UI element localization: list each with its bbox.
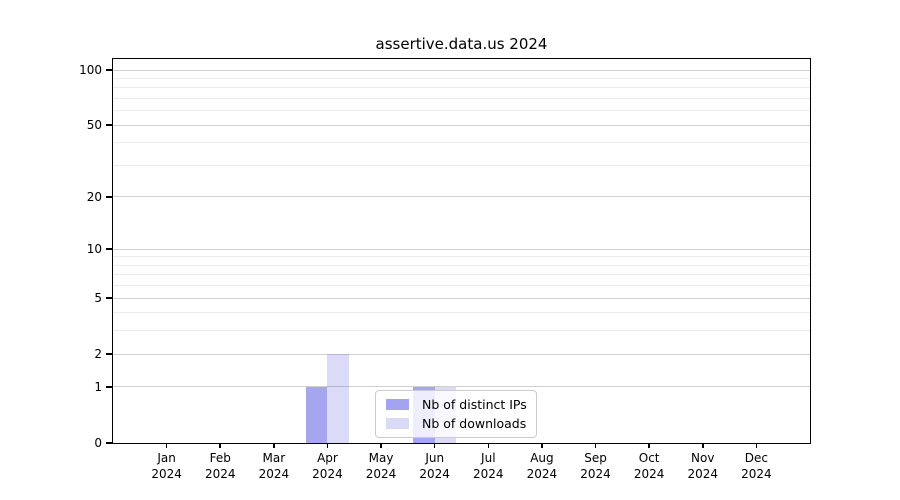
plot-area: Nb of distinct IPs Nb of downloads (111, 57, 811, 444)
y-gridline-minor (113, 312, 810, 314)
x-tick-year: 2024 (312, 467, 343, 481)
x-tick-label: Aug 2024 (514, 450, 570, 482)
y-tick (105, 69, 112, 71)
y-tick (105, 248, 112, 250)
x-tick-year: 2024 (580, 467, 611, 481)
x-tick (380, 443, 382, 448)
x-tick-year: 2024 (526, 467, 558, 481)
y-tick-label: 100 (79, 63, 102, 77)
x-tick-label: Jun 2024 (407, 450, 463, 482)
x-tick-label: Mar 2024 (246, 450, 302, 482)
y-tick-label: 20 (86, 189, 102, 204)
x-tick-year: 2024 (473, 467, 504, 481)
legend-swatch (386, 418, 409, 429)
y-tick-label: 0 (94, 436, 102, 450)
bar-nb-of-downloads-apr (327, 354, 350, 443)
bar-nb-of-distinct-ips-apr (305, 386, 328, 443)
y-gridline-minor (113, 330, 810, 332)
legend-swatch (386, 399, 409, 410)
y-gridline-minor (113, 77, 810, 79)
y-gridline-minor (113, 274, 810, 276)
x-tick-label: May 2024 (353, 450, 409, 482)
x-tick-label: Oct 2024 (621, 450, 677, 482)
y-gridline-minor (113, 110, 810, 112)
x-tick-label: Nov 2024 (675, 450, 731, 482)
legend: Nb of distinct IPs Nb of downloads (375, 390, 537, 438)
legend-item: Nb of distinct IPs (386, 397, 527, 412)
x-tick (433, 443, 436, 448)
x-tick-month: Jul (481, 451, 496, 465)
legend-item: Nb of downloads (386, 416, 527, 431)
x-tick-month: Mar (262, 451, 286, 465)
y-gridline-minor (113, 164, 810, 166)
y-gridline-minor (113, 87, 810, 89)
x-tick-label: Jul 2024 (460, 450, 516, 482)
x-tick (326, 443, 329, 448)
x-tick-month: Nov (691, 451, 715, 465)
x-tick (273, 443, 275, 448)
x-tick-year: 2024 (151, 467, 182, 481)
x-tick-label: Dec 2024 (728, 450, 784, 482)
y-gridline-major (113, 386, 810, 388)
y-tick (105, 386, 112, 388)
x-tick-month: Jan (157, 451, 176, 465)
x-tick-year: 2024 (258, 467, 290, 481)
x-tick-year: 2024 (419, 467, 450, 481)
y-gridline-major (113, 297, 810, 299)
x-tick-month: Sep (584, 451, 607, 465)
legend-item-label: Nb of downloads (422, 416, 527, 431)
x-tick-month: Feb (209, 451, 231, 465)
y-gridline-major (113, 69, 810, 71)
legend-item-label: Nb of distinct IPs (422, 397, 527, 412)
x-tick-year: 2024 (741, 467, 772, 481)
y-tick (105, 196, 112, 198)
x-tick-month: Jun (425, 451, 445, 465)
y-tick (105, 353, 112, 355)
x-tick (165, 443, 168, 448)
x-tick (648, 443, 650, 448)
x-tick-year: 2024 (204, 467, 236, 481)
y-gridline-minor (113, 142, 810, 144)
x-tick-label: Feb 2024 (192, 450, 248, 482)
y-gridline-major (113, 124, 810, 126)
x-tick-month: Apr (317, 451, 338, 465)
y-gridline-major (113, 353, 810, 355)
y-gridline-minor (113, 97, 810, 99)
x-tick-year: 2024 (365, 467, 397, 481)
x-tick-month: May (368, 451, 394, 465)
y-gridline-minor (113, 285, 810, 287)
x-tick-label: Apr 2024 (299, 450, 355, 482)
x-tick-label: Jan 2024 (139, 450, 195, 482)
x-tick-month: Oct (638, 451, 660, 465)
y-tick (105, 297, 112, 299)
x-tick-month: Dec (744, 451, 768, 465)
y-gridline-minor (113, 256, 810, 258)
y-gridline-major (113, 196, 810, 198)
x-tick (702, 443, 704, 448)
x-tick-label: Sep 2024 (568, 450, 624, 482)
x-tick-month: Aug (530, 451, 554, 465)
x-tick (541, 443, 543, 448)
x-tick (219, 443, 221, 448)
x-tick-year: 2024 (687, 467, 719, 481)
x-tick (755, 443, 758, 448)
y-tick (105, 124, 112, 126)
y-tick-label: 1 (94, 379, 102, 394)
y-gridline-major (113, 248, 810, 250)
y-gridline-minor (113, 264, 810, 266)
x-tick-year: 2024 (633, 467, 665, 481)
y-tick-label: 10 (86, 242, 102, 257)
y-tick (105, 442, 112, 444)
x-tick (487, 443, 490, 448)
y-tick-label: 50 (86, 118, 102, 133)
y-tick-label: 2 (94, 347, 102, 362)
chart-title: assertive.data.us 2024 (375, 35, 548, 53)
x-tick (594, 443, 597, 448)
y-tick-label: 5 (94, 291, 102, 306)
